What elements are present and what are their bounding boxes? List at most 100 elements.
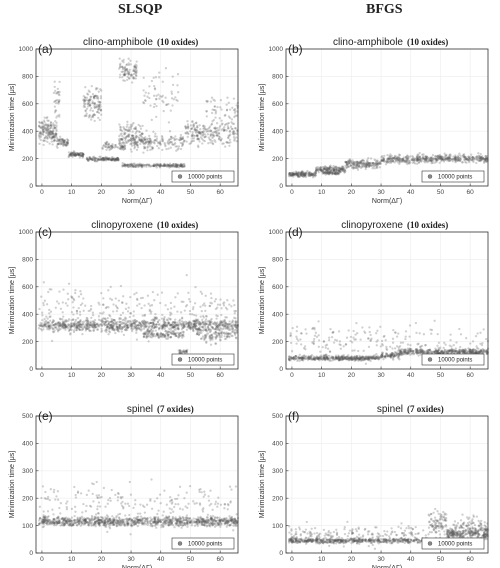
data-point [54,109,57,112]
data-point [52,324,55,327]
data-point [288,173,291,177]
data-point [105,157,108,161]
data-point [227,332,230,335]
data-point [38,125,41,128]
data-point [154,164,158,167]
data-point [469,155,472,159]
data-point [161,328,164,331]
data-point [161,148,164,152]
data-point [110,158,113,162]
data-point [72,153,76,156]
data-point [121,162,124,165]
data-point [322,168,325,171]
data-point [108,157,111,160]
data-point [119,284,123,288]
data-point [228,144,231,147]
data-point [43,124,46,127]
data-point [203,125,206,128]
data-point [164,67,168,70]
data-point [96,94,99,98]
data-point [164,329,167,333]
data-point [173,305,176,308]
data-point [202,320,205,324]
data-point [84,102,87,106]
data-point [233,111,237,114]
data-point [72,153,76,157]
data-point [86,92,89,95]
data-point [55,126,58,129]
data-point [49,130,52,133]
data-point [101,146,104,150]
data-point [90,158,94,161]
data-point [120,132,123,135]
data-point [93,325,96,329]
data-point [119,317,123,320]
data-point [127,57,130,60]
data-point [53,127,56,130]
data-point [345,161,348,164]
data-point [96,110,99,114]
data-point [229,125,233,128]
chart-panel-c: 0 10 20 30 40 50 6002004006008001000Minimizati… [9,220,240,379]
data-point [73,152,76,155]
data-point [169,311,172,314]
data-point [46,119,49,122]
data-point [163,315,166,319]
y-tick-label: 0 [29,183,33,190]
data-point [142,142,145,145]
data-point [220,334,223,337]
data-point [98,325,101,328]
data-point [176,321,179,324]
data-point [207,126,211,130]
data-point [53,100,56,104]
data-point [50,136,54,139]
data-point [111,157,114,161]
data-point [445,157,449,160]
data-point [214,342,217,345]
data-point [75,324,79,327]
data-point [46,137,49,140]
data-point [196,318,200,321]
data-point [295,171,298,174]
data-point [167,147,170,150]
y-tick-label: 1000 [19,46,34,53]
data-point [87,159,90,162]
data-point [385,352,388,355]
data-point [79,313,82,316]
data-point [155,104,158,108]
data-point [230,118,234,121]
data-point [76,316,80,320]
data-point [97,105,101,108]
data-point [133,140,136,143]
data-point [84,96,87,99]
data-point [131,81,134,84]
data-point [198,124,201,127]
data-point [116,158,119,161]
data-point [171,104,174,107]
data-point [482,161,486,165]
data-point [87,99,90,102]
y-tick-label: 0 [29,366,33,373]
data-point [158,323,161,326]
data-point [59,137,62,141]
data-point [133,147,136,150]
data-point [162,164,165,167]
data-point [117,299,121,302]
data-point [50,140,53,143]
data-point [363,356,366,359]
data-point [61,301,64,304]
data-point [233,107,237,111]
data-point [204,304,207,307]
chart-panel-d: 0 10 20 30 40 50 6002004006008001000Minimizati… [259,220,490,379]
data-point [193,313,196,317]
data-point [386,153,389,157]
data-point [56,324,60,327]
data-point [87,103,90,106]
data-point [214,112,217,115]
data-point [91,114,95,118]
data-point [140,306,143,310]
data-point [200,130,204,134]
data-point [185,328,189,331]
x-tick-label: 10 [68,189,76,196]
data-point [114,297,117,300]
